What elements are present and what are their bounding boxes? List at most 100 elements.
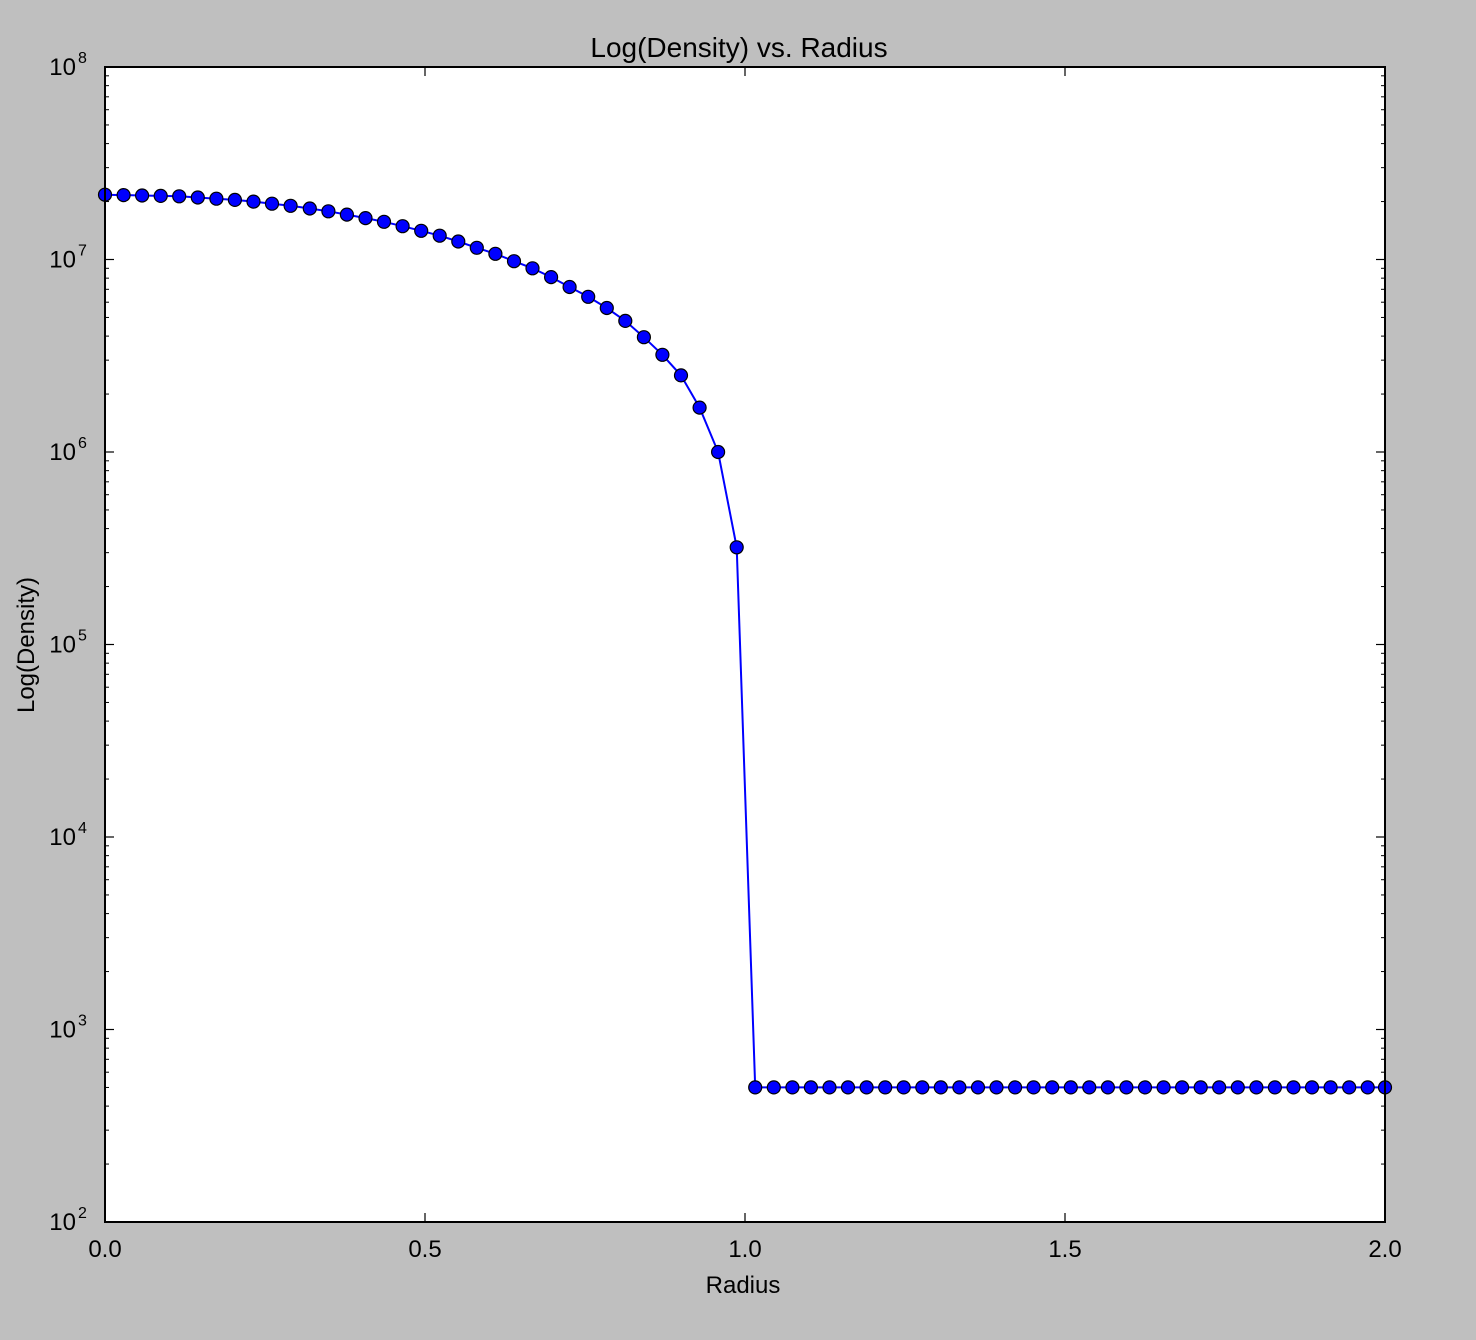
data-point bbox=[1212, 1080, 1227, 1095]
data-point bbox=[1026, 1080, 1041, 1095]
data-point bbox=[376, 214, 392, 229]
data-point bbox=[1304, 1080, 1320, 1095]
data-point bbox=[1360, 1080, 1375, 1095]
data-point bbox=[970, 1080, 986, 1095]
y-tick-exponent: 4 bbox=[78, 820, 87, 837]
x-tick-label: 1.5 bbox=[1048, 1236, 1081, 1263]
data-point bbox=[1342, 1080, 1357, 1095]
data-point bbox=[451, 234, 466, 249]
data-point bbox=[729, 540, 744, 555]
data-point bbox=[989, 1080, 1004, 1095]
data-point bbox=[896, 1080, 911, 1095]
data-point bbox=[766, 1080, 781, 1095]
data-point bbox=[878, 1080, 893, 1095]
data-point bbox=[246, 194, 261, 209]
series-line bbox=[104, 193, 1385, 1089]
y-tick-base: 10 bbox=[49, 824, 76, 851]
data-point bbox=[1174, 1080, 1190, 1095]
y-tick-label: 10 4 bbox=[49, 820, 87, 851]
y-tick-label: 10 6 bbox=[49, 435, 87, 466]
data-point bbox=[1286, 1080, 1301, 1095]
y-tick-label: 10 5 bbox=[49, 628, 87, 659]
data-point bbox=[710, 444, 726, 460]
data-point bbox=[321, 204, 336, 219]
data-point bbox=[1323, 1080, 1338, 1095]
plot-frame bbox=[104, 66, 1386, 1223]
data-point bbox=[1119, 1080, 1134, 1095]
x-tick-label: 0.5 bbox=[408, 1236, 441, 1263]
data-point bbox=[1007, 1080, 1023, 1095]
data-point bbox=[469, 240, 484, 255]
y-tick-exponent: 7 bbox=[78, 243, 87, 260]
data-point bbox=[840, 1080, 856, 1095]
data-point bbox=[1082, 1080, 1097, 1095]
data-point bbox=[172, 189, 187, 204]
data-point bbox=[1230, 1080, 1245, 1095]
data-point bbox=[283, 198, 298, 213]
data-point bbox=[414, 223, 429, 238]
data-point bbox=[618, 313, 633, 328]
data-point bbox=[1267, 1080, 1283, 1095]
data-point bbox=[302, 201, 317, 216]
data-point bbox=[506, 254, 522, 269]
data-point bbox=[488, 246, 503, 261]
data-point bbox=[227, 192, 242, 207]
data-point bbox=[748, 1080, 763, 1095]
data-point bbox=[785, 1080, 800, 1095]
y-tick-exponent: 5 bbox=[78, 628, 87, 645]
data-point bbox=[264, 196, 280, 211]
y-tick-exponent: 8 bbox=[78, 50, 87, 67]
data-point bbox=[339, 207, 354, 222]
data-point bbox=[933, 1080, 948, 1095]
y-tick-base: 10 bbox=[49, 439, 76, 466]
y-tick-base: 10 bbox=[49, 54, 76, 81]
data-point bbox=[952, 1080, 967, 1095]
x-axis-label: Radius bbox=[706, 1272, 781, 1299]
y-tick-exponent: 3 bbox=[78, 1013, 87, 1030]
data-point bbox=[803, 1080, 819, 1095]
data-point bbox=[1137, 1080, 1153, 1095]
y-tick-exponent: 2 bbox=[78, 1205, 87, 1222]
y-axis-label: Log(Density) bbox=[13, 577, 40, 713]
data-point bbox=[1156, 1080, 1171, 1095]
data-point bbox=[432, 228, 447, 243]
y-tick-label: 10 2 bbox=[49, 1205, 87, 1236]
data-point bbox=[673, 368, 689, 383]
series-layer bbox=[97, 187, 1393, 1095]
y-tick-label: 10 3 bbox=[49, 1013, 87, 1044]
y-tick-base: 10 bbox=[49, 1017, 76, 1044]
data-point bbox=[915, 1080, 930, 1095]
y-tick-label: 10 7 bbox=[49, 243, 87, 274]
data-point bbox=[543, 270, 559, 285]
y-tick-exponent: 6 bbox=[78, 435, 87, 452]
y-tick-base: 10 bbox=[49, 247, 76, 274]
data-point bbox=[525, 261, 540, 276]
data-point bbox=[859, 1080, 874, 1095]
y-tick-base: 10 bbox=[49, 1209, 76, 1236]
data-point bbox=[1100, 1080, 1116, 1095]
data-point bbox=[395, 219, 410, 234]
data-point bbox=[599, 300, 614, 316]
data-point bbox=[209, 191, 224, 206]
data-point bbox=[636, 330, 652, 345]
data-point bbox=[581, 289, 596, 304]
data-point bbox=[562, 279, 577, 295]
x-tick-labels: 0.0 0.5 1.0 1.5 2.0 bbox=[88, 1236, 1401, 1263]
x-tick-label: 0.0 bbox=[88, 1236, 121, 1263]
y-tick-base: 10 bbox=[49, 632, 76, 659]
y-tick-label: 10 8 bbox=[49, 50, 87, 81]
data-point bbox=[1045, 1080, 1060, 1095]
plot-area bbox=[105, 67, 1385, 1222]
data-point bbox=[1249, 1080, 1264, 1095]
data-point bbox=[358, 211, 373, 226]
x-tick-label: 2.0 bbox=[1368, 1236, 1401, 1263]
chart-title: Log(Density) vs. Radius bbox=[590, 32, 887, 63]
data-point bbox=[135, 188, 150, 203]
data-point bbox=[190, 190, 205, 205]
data-point bbox=[1063, 1080, 1078, 1095]
data-point bbox=[692, 400, 707, 415]
x-tick-label: 1.0 bbox=[728, 1236, 761, 1263]
data-point bbox=[116, 188, 131, 203]
